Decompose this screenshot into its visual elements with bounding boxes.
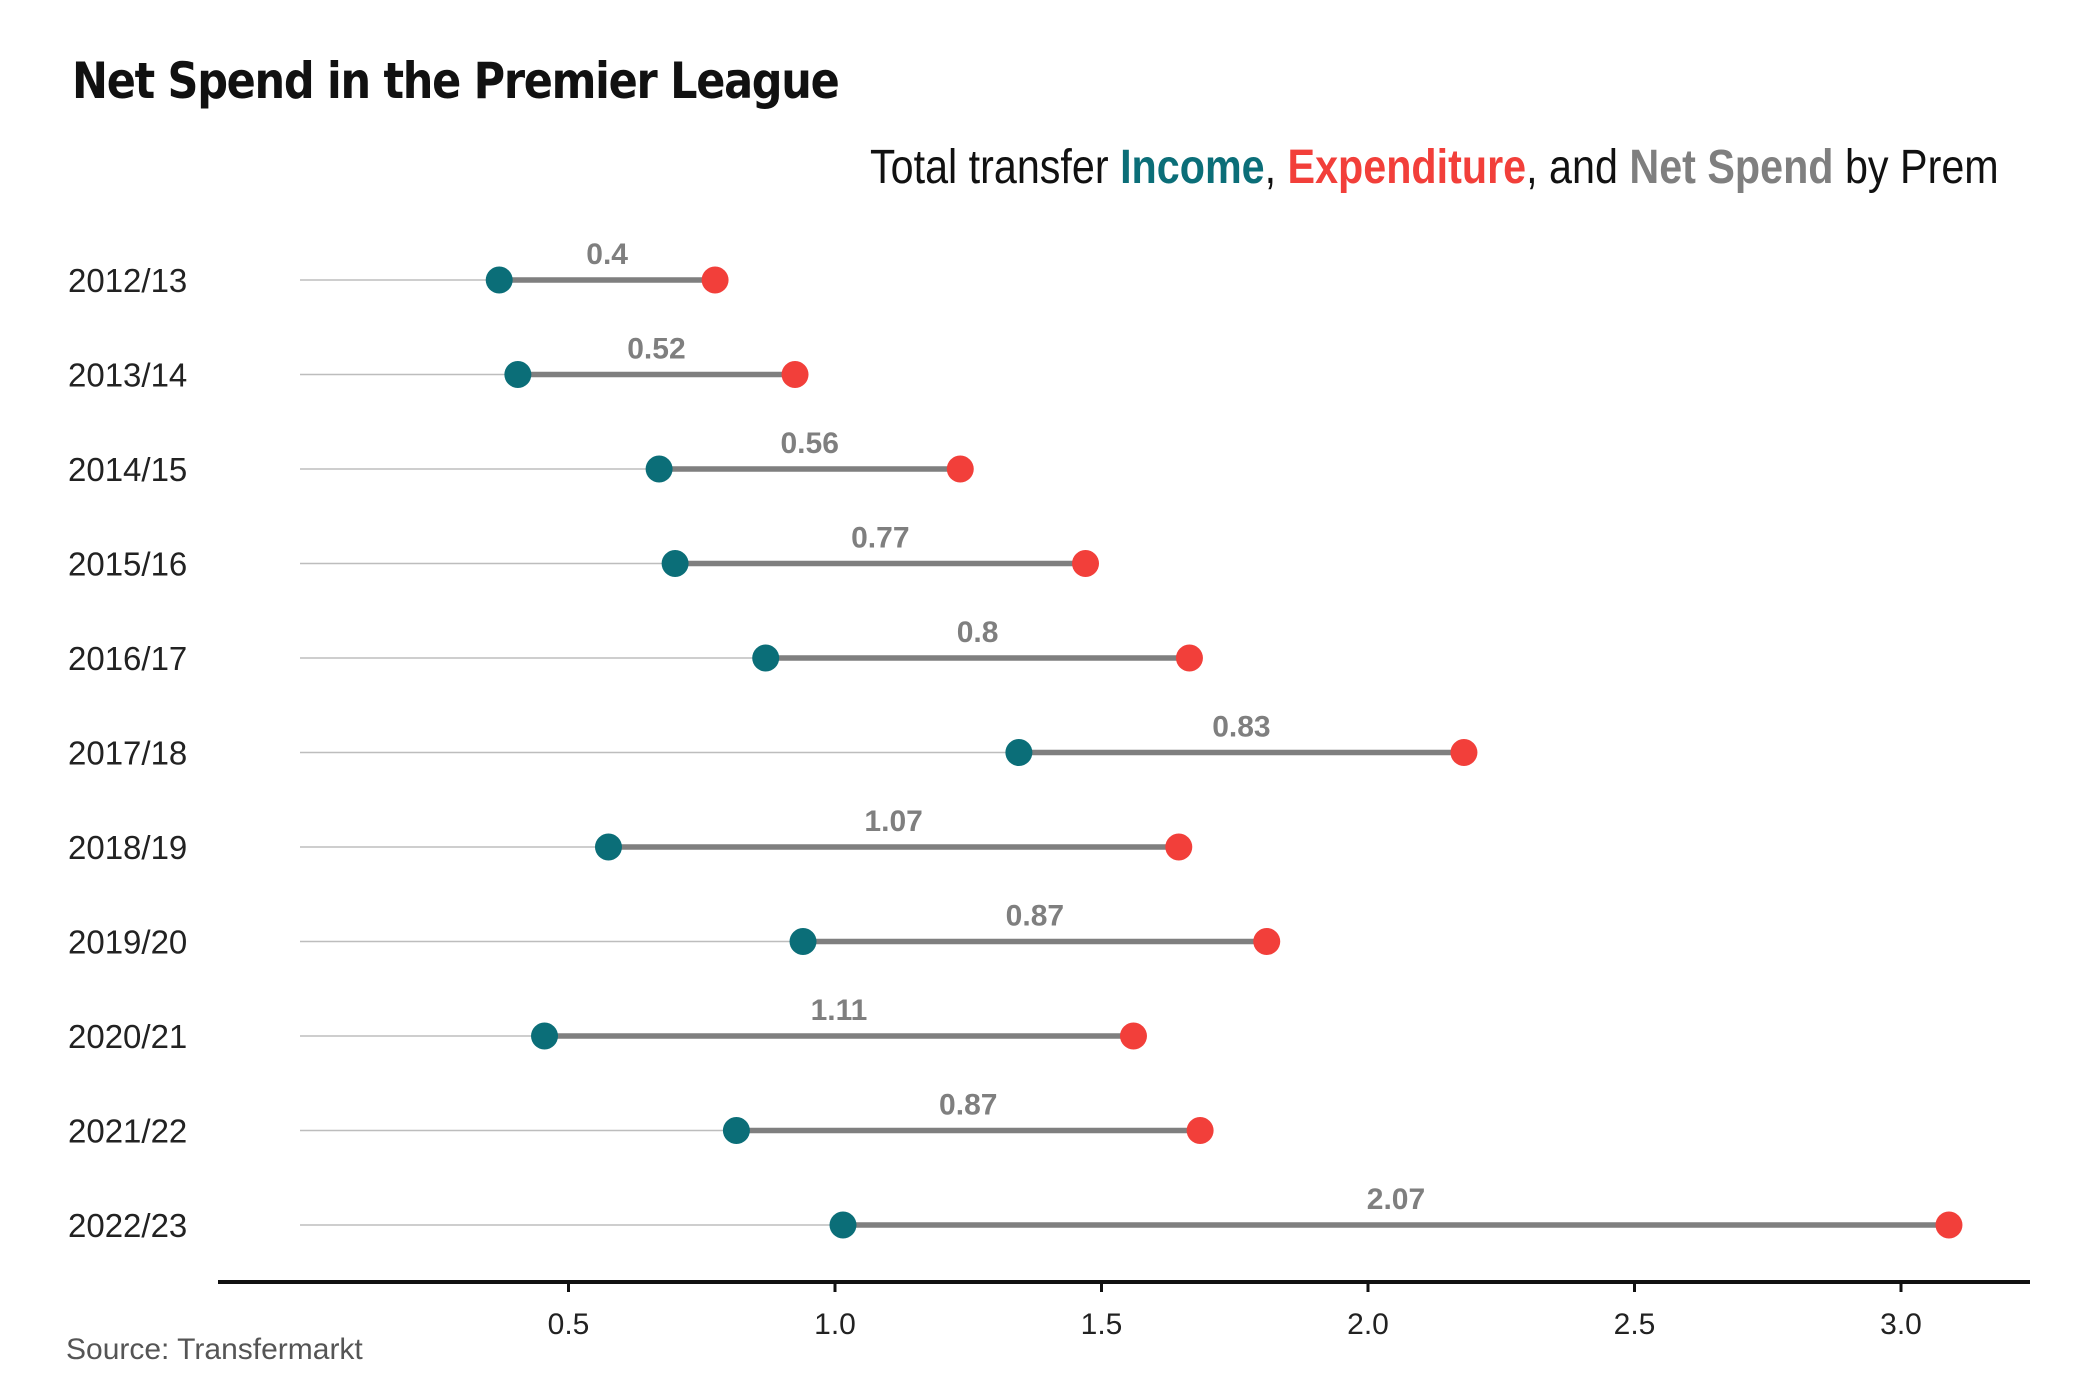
expenditure-point xyxy=(1175,644,1203,672)
x-tick-label: 2.5 xyxy=(1614,1308,1656,1341)
season-label: 2022/23 xyxy=(68,1207,187,1244)
income-point xyxy=(661,550,689,577)
subtitle-net-keyword: Net Spend xyxy=(1629,141,1834,194)
net-spend-label: 0.52 xyxy=(627,333,685,366)
x-tick-label: 1.5 xyxy=(1081,1308,1123,1341)
season-label: 2018/19 xyxy=(68,829,187,866)
net-spend-label: 1.07 xyxy=(864,805,922,838)
expenditure-point xyxy=(781,361,809,388)
net-spend-label: 0.8 xyxy=(957,616,999,649)
season-label: 2020/21 xyxy=(68,1018,187,1055)
season-label: 2015/16 xyxy=(68,546,187,583)
income-point xyxy=(1005,739,1033,766)
income-point xyxy=(485,266,513,294)
expenditure-point xyxy=(1186,1117,1214,1144)
season-label: 2012/13 xyxy=(68,262,187,299)
net-spend-label: 0.83 xyxy=(1212,711,1270,744)
income-point xyxy=(531,1022,559,1050)
expenditure-point xyxy=(1450,739,1478,766)
chart-title: Net Spend in the Premier League xyxy=(72,52,840,110)
x-tick-label: 1.0 xyxy=(814,1308,856,1341)
season-label: 2013/14 xyxy=(68,357,187,394)
net-spend-label: 2.07 xyxy=(1367,1183,1425,1216)
x-tick-label: 3.0 xyxy=(1880,1308,1922,1341)
expenditure-point xyxy=(946,455,974,483)
source-note: Source: Transfermarkt xyxy=(66,1333,363,1366)
net-spend-label: 0.4 xyxy=(586,238,628,271)
income-point xyxy=(504,361,532,388)
income-point xyxy=(752,644,780,672)
net-spend-label: 0.87 xyxy=(1006,900,1064,933)
subtitle-separator-2: , and xyxy=(1526,141,1630,194)
subtitle-separator-1: , xyxy=(1264,141,1288,194)
season-label: 2021/22 xyxy=(68,1113,187,1150)
subtitle-suffix: by Prem xyxy=(1833,141,1999,194)
expenditure-point xyxy=(701,266,729,294)
season-label: 2014/15 xyxy=(68,451,187,488)
expenditure-point xyxy=(1935,1211,1963,1239)
season-label: 2017/18 xyxy=(68,735,187,772)
income-point xyxy=(722,1117,750,1144)
net-spend-label: 1.11 xyxy=(811,994,868,1027)
expenditure-point xyxy=(1253,928,1281,955)
income-point xyxy=(645,455,673,483)
x-tick-label: 0.5 xyxy=(548,1308,590,1341)
net-spend-label: 0.87 xyxy=(939,1089,997,1122)
chart-subtitle: Total transfer Income, Expenditure, and … xyxy=(870,140,1999,195)
income-point xyxy=(829,1211,857,1239)
expenditure-point xyxy=(1119,1022,1147,1050)
expenditure-point xyxy=(1165,833,1193,861)
net-spend-label: 0.77 xyxy=(851,522,909,555)
net-spend-label: 0.56 xyxy=(780,427,838,460)
x-tick-label: 2.0 xyxy=(1347,1308,1389,1341)
season-label: 2019/20 xyxy=(68,924,187,961)
subtitle-prefix: Total transfer xyxy=(870,141,1121,194)
season-label: 2016/17 xyxy=(68,640,187,677)
expenditure-point xyxy=(1072,550,1100,577)
subtitle-expenditure-keyword: Expenditure xyxy=(1287,141,1527,194)
income-point xyxy=(594,833,622,861)
subtitle-income-keyword: Income xyxy=(1120,141,1265,194)
income-point xyxy=(789,928,817,955)
